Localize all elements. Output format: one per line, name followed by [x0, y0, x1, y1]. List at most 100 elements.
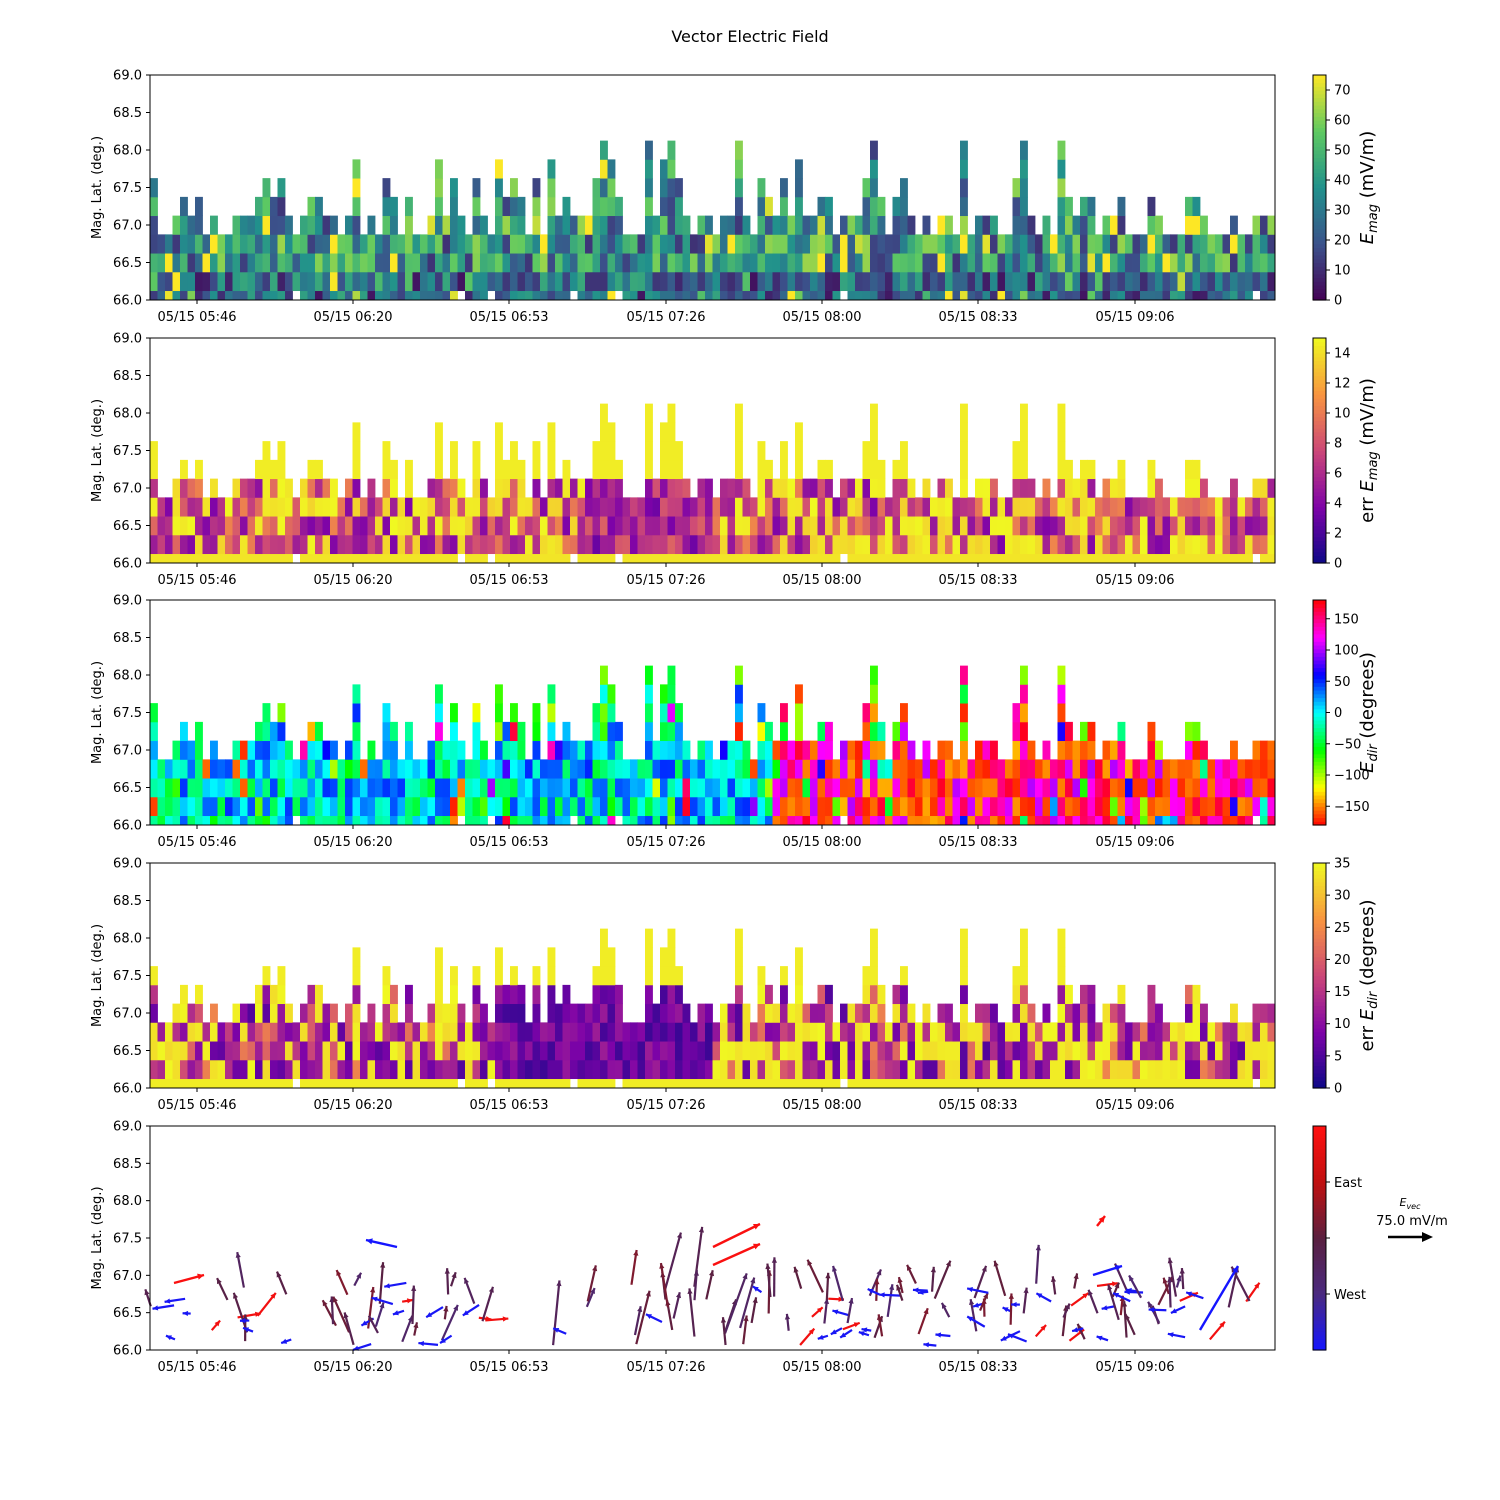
colorbar-tick-label: −150 — [1334, 800, 1370, 815]
field-vector-head — [1035, 1244, 1041, 1251]
heatmap-cell — [1095, 796, 1103, 817]
heatmap-cell — [247, 1022, 256, 1042]
heatmap-cell — [1050, 234, 1058, 254]
heatmap-cell — [960, 665, 968, 685]
colorbar-segment — [1313, 998, 1326, 1003]
heatmap-cell — [555, 271, 563, 292]
heatmap-cell — [390, 721, 398, 742]
heatmap-cell — [450, 178, 458, 198]
heatmap-cell — [645, 215, 653, 235]
heatmap-cell — [735, 459, 743, 480]
heatmap-cell — [1155, 534, 1163, 555]
heatmap-cell — [157, 516, 166, 536]
field-vector — [1168, 1257, 1178, 1297]
heatmap-cell — [847, 1078, 856, 1089]
heatmap-cell — [337, 516, 346, 536]
heatmap-cell — [1252, 1041, 1261, 1061]
heatmap-cell — [1207, 1022, 1216, 1042]
heatmap-cell — [1057, 196, 1066, 217]
heatmap-cell — [412, 516, 421, 536]
heatmap-cell — [1012, 178, 1021, 198]
colorbar-segment — [1313, 753, 1326, 759]
heatmap-cell — [1252, 740, 1261, 760]
colorbar-segment — [1313, 964, 1326, 969]
field-vector-head — [807, 1259, 813, 1266]
field-vector-head — [440, 1337, 447, 1344]
heatmap-cell — [307, 478, 316, 498]
heatmap-cell — [562, 478, 571, 498]
heatmap-cell — [367, 215, 376, 235]
heatmap-cell — [592, 815, 601, 826]
heatmap-cell — [510, 253, 518, 273]
heatmap-cell — [157, 778, 166, 798]
heatmap-cell — [352, 271, 361, 292]
heatmap-cell — [292, 516, 301, 536]
heatmap-cell — [1065, 721, 1073, 742]
heatmap-cell — [960, 290, 968, 301]
heatmap-cell — [255, 196, 263, 217]
heatmap-cell — [1065, 740, 1073, 760]
heatmap-cell — [1170, 234, 1178, 254]
field-vector-head — [784, 1313, 791, 1320]
heatmap-cell — [495, 178, 503, 198]
heatmap-cell — [1125, 253, 1133, 273]
colorbar-segment — [1313, 810, 1326, 815]
heatmap-cell — [472, 815, 481, 826]
heatmap-cell — [1065, 271, 1073, 292]
heatmap-cell — [270, 196, 278, 217]
y-tick-label: 66.0 — [113, 294, 142, 309]
heatmap-cell — [150, 1022, 158, 1042]
heatmap-cell — [555, 1059, 563, 1080]
heatmap-cell — [322, 478, 331, 498]
heatmap-cell — [982, 796, 991, 817]
heatmap-cell — [600, 815, 608, 826]
colorbar-segment — [1313, 390, 1326, 395]
field-vector-head — [1065, 1303, 1070, 1310]
heatmap-cell — [1087, 459, 1096, 480]
heatmap-cell — [1080, 553, 1088, 564]
heatmap-cell — [660, 478, 668, 498]
heatmap-cell — [907, 778, 916, 798]
heatmap-cell — [720, 1059, 728, 1080]
heatmap-cell — [225, 553, 233, 564]
heatmap-cell — [1117, 459, 1126, 480]
heatmap-cell — [435, 159, 443, 179]
heatmap-cell — [1080, 796, 1088, 817]
heatmap-cell — [990, 253, 998, 273]
heatmap-cell — [600, 778, 608, 798]
heatmap-cell — [1155, 290, 1163, 301]
heatmap-cell — [1012, 253, 1021, 273]
heatmap-cell — [1267, 290, 1276, 301]
heatmap-cell — [172, 1041, 181, 1061]
heatmap-cell — [232, 1022, 241, 1042]
heatmap-cell — [750, 534, 758, 555]
heatmap-cell — [502, 815, 511, 826]
heatmap-cell — [870, 422, 878, 442]
heatmap-cell — [870, 1059, 878, 1080]
heatmap-cell — [825, 815, 833, 826]
colorbar-segment — [1313, 802, 1326, 807]
heatmap-cell — [1252, 759, 1261, 779]
heatmap-cell — [585, 778, 593, 798]
heatmap-cell — [1147, 534, 1156, 555]
heatmap-cell — [712, 290, 721, 301]
heatmap-cell — [787, 1078, 796, 1089]
colorbar-segment — [1313, 682, 1326, 687]
heatmap-cell — [270, 740, 278, 760]
field-vector-head — [413, 1322, 419, 1329]
heatmap-cell — [742, 759, 751, 779]
heatmap-cell — [967, 271, 976, 292]
heatmap-cell — [180, 1078, 188, 1089]
colorbar-segment — [1313, 454, 1326, 459]
heatmap-cell — [1057, 534, 1066, 555]
colorbar-segment — [1313, 656, 1326, 661]
heatmap-cell — [660, 215, 668, 235]
heatmap-cell — [1140, 516, 1148, 536]
heatmap-cell — [667, 778, 676, 798]
heatmap-cell — [750, 1078, 758, 1089]
heatmap-cell — [382, 1041, 391, 1061]
field-vector-head — [1148, 1307, 1155, 1313]
heatmap-cell — [217, 759, 226, 779]
heatmap-cell — [922, 796, 931, 817]
heatmap-cell — [1185, 1059, 1193, 1080]
